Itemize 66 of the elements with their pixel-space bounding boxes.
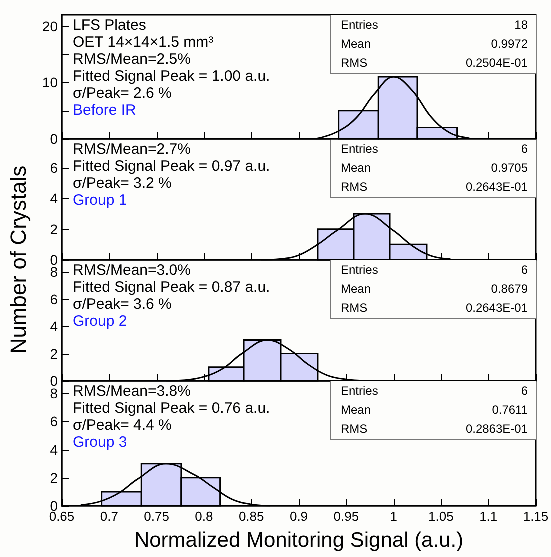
annotation: RMS <box>341 180 368 194</box>
annotation: 0.2863E-01 <box>466 422 528 436</box>
y-tick-label: 4 <box>50 190 58 207</box>
annotation: RMS <box>341 301 368 315</box>
x-tick-label: 1 <box>390 509 398 524</box>
y-tick-label: 2 <box>50 221 58 238</box>
y-tick-label: 0 <box>50 131 58 147</box>
annotation: RMS <box>341 56 368 70</box>
text: Group 3 <box>73 434 128 451</box>
y-tick-label: 4 <box>50 318 58 335</box>
annotation: Mean <box>341 282 372 296</box>
x-tick-label: 0.95 <box>334 509 360 524</box>
annotation: Mean <box>341 403 372 417</box>
y-tick-label: 10 <box>42 74 58 91</box>
annotation: OET 14×14×1.5 mm³ <box>73 34 214 51</box>
annotation: Entries <box>341 384 378 398</box>
annotation: 18 <box>514 18 528 32</box>
annotation: RMS <box>341 422 368 436</box>
annotation: 6 <box>521 142 528 156</box>
annotation: Mean <box>341 37 372 51</box>
annotation: 0.2504E-01 <box>466 56 528 70</box>
annotation: RMS/Mean=3.8% <box>73 383 191 400</box>
annotation: 0.2643E-01 <box>466 180 528 194</box>
annotation: Fitted Signal Peak = 1.00 a.u. <box>73 68 270 85</box>
annotation: 0.7611 <box>492 403 528 417</box>
annotation: 0.9705 <box>491 161 528 175</box>
annotation: Entries <box>341 263 378 277</box>
x-tick-label: 1.15 <box>523 509 549 524</box>
x-tick-label: 1.1 <box>480 509 498 524</box>
annotation: RMS/Mean=2.7% <box>73 141 191 158</box>
x-tick-label: 0.85 <box>238 509 264 524</box>
annotation: Mean <box>341 161 372 175</box>
y-tick-label: 6 <box>50 291 58 308</box>
text: Group 1 <box>73 192 128 209</box>
annotation: LFS Plates <box>73 17 146 34</box>
y-axis-title: Number of Crystals <box>6 166 32 354</box>
x-tick-label: 0.8 <box>195 509 214 524</box>
y-tick-label: 2 <box>50 470 58 486</box>
annotation: σ/Peak= 2.6 % <box>73 85 172 102</box>
text: Before IR <box>73 102 136 119</box>
annotation: σ/Peak= 3.6 % <box>73 296 172 313</box>
y-tick-label: 4 <box>50 442 58 458</box>
x-tick-label: 1.05 <box>428 509 454 524</box>
annotation: Fitted Signal Peak = 0.87 a.u. <box>73 279 270 296</box>
annotation: σ/Peak= 4.4 % <box>73 417 172 434</box>
y-tick-label: 6 <box>50 160 58 176</box>
x-tick-label: 0.9 <box>290 509 308 524</box>
text: Group 2 <box>73 313 128 330</box>
x-axis-title: Normalized Monitoring Signal (a.u.) <box>134 529 464 552</box>
y-tick-label: 2 <box>50 346 58 362</box>
annotation: RMS/Mean=2.5% <box>73 51 191 68</box>
annotation: σ/Peak= 3.2 % <box>73 175 172 192</box>
annotation: 0.2643E-01 <box>466 301 528 315</box>
annotation: 0.9972 <box>491 37 528 51</box>
annotation: Entries <box>341 142 378 156</box>
x-tick-label: 0.7 <box>100 509 118 524</box>
annotation: Entries <box>341 18 378 32</box>
annotation: Fitted Signal Peak = 0.76 a.u. <box>73 400 270 417</box>
y-tick-label: 20 <box>42 18 58 34</box>
annotation: 6 <box>521 263 528 277</box>
x-tick-label: 0.75 <box>144 509 170 524</box>
annotation: RMS/Mean=3.0% <box>73 262 191 279</box>
annotation: Fitted Signal Peak = 0.97 a.u. <box>73 158 270 175</box>
annotation: 0.8679 <box>491 282 528 296</box>
annotation: 6 <box>521 384 528 398</box>
y-tick-label: 6 <box>50 414 58 430</box>
